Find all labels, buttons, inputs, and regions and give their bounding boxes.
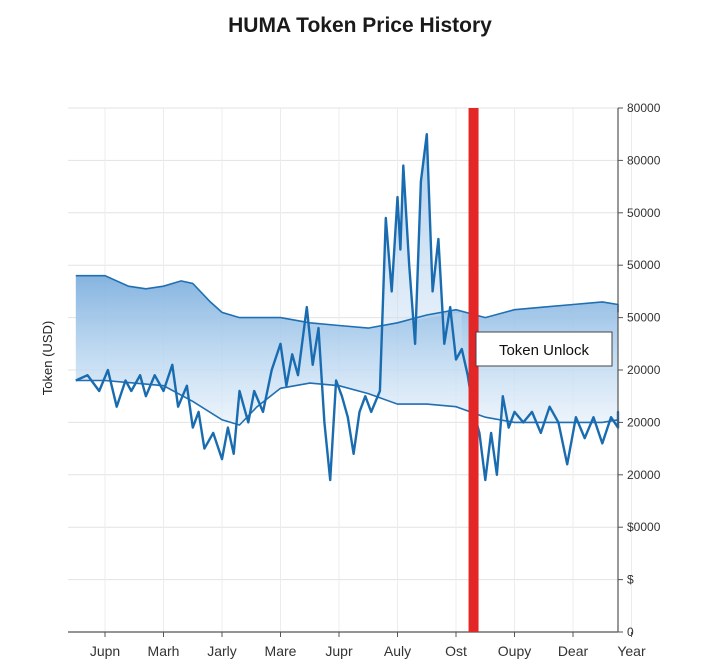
tick-labels: 0 $ $0000 20000 20000 20000 50000 50000 50000 800…	[90, 101, 661, 659]
y-tick-label: 50000	[627, 258, 661, 272]
x-tick-label: Jarly	[207, 643, 237, 659]
y-tick-label: 20000	[627, 363, 661, 377]
y-tick-label: 50000	[627, 311, 661, 325]
y-tick-label: 80000	[627, 153, 661, 167]
x-tick-label: Dear	[558, 643, 589, 659]
y-tick-label: $0000	[627, 520, 661, 534]
x-tick-label: Jupn	[90, 643, 120, 659]
chart-title: HUMA Token Price History	[228, 14, 492, 37]
x-tick-label: Jupr	[325, 643, 353, 659]
y-tick-label: 50000	[627, 206, 661, 220]
token-unlock-marker	[468, 108, 479, 632]
x-tick-label: Oupy	[498, 643, 531, 659]
x-tick-label: Mare	[265, 643, 297, 659]
price-line	[75, 133, 620, 482]
unlock-marker-group: Token Unlock	[468, 108, 613, 632]
x-tick-label: Auly	[384, 643, 411, 659]
grid-lines	[68, 107, 632, 633]
band-upper-line	[75, 274, 619, 329]
y-axis-label: Token (USD)	[40, 321, 55, 395]
x-tick-label: Ost	[445, 643, 467, 659]
price-series-line	[75, 133, 620, 482]
y-tick-label: 80000	[627, 101, 661, 115]
y-tick-label: $	[627, 573, 634, 587]
token-unlock-label: Token Unlock	[499, 342, 590, 359]
y-tick-label: 0	[627, 625, 634, 639]
x-tick-label: Year	[617, 643, 646, 659]
y-tick-label: 20000	[627, 468, 661, 482]
y-tick-label: 20000	[627, 415, 661, 429]
callout-box	[475, 331, 613, 367]
band-fill	[75, 275, 619, 425]
x-tick-label: Marh	[148, 643, 180, 659]
